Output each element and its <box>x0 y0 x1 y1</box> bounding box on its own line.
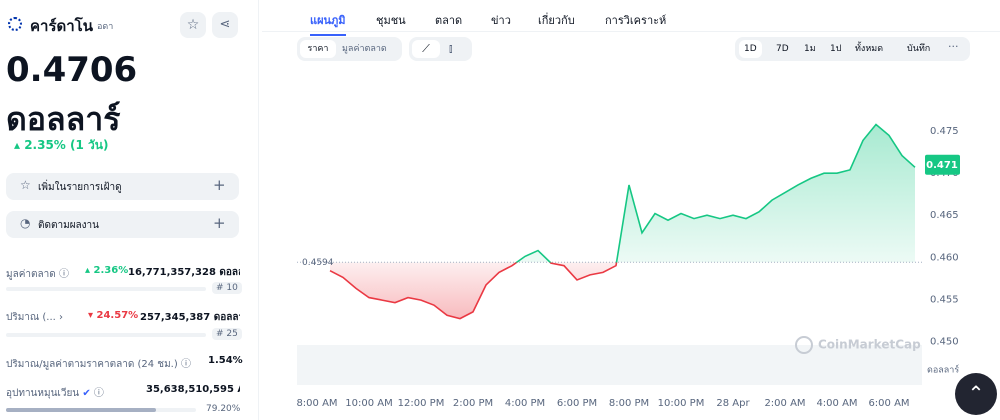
rank: # 25 <box>212 328 242 340</box>
button-label: ติดตามผลงาน <box>38 220 100 231</box>
watchlist-button[interactable]: ☆ เพิ่มในรายการเฝ้าดู + <box>6 173 239 200</box>
divider <box>258 0 259 420</box>
more-button[interactable]: ··· <box>948 40 959 53</box>
x-tick-label: 4:00 PM <box>505 398 545 409</box>
stat-label: ปริมาณ (... › <box>6 312 64 323</box>
x-tick-label: 6:00 AM <box>868 398 909 409</box>
range-toggle <box>735 37 970 61</box>
price-change: ▴ 2.35% (1 วัน) <box>14 138 109 152</box>
line-icon[interactable]: ⟋ <box>412 40 440 58</box>
stat-value: 1.54% <box>208 355 243 366</box>
watermark: CoinMarketCap <box>818 338 921 352</box>
star-button[interactable]: ☆ <box>180 12 206 38</box>
range-button[interactable]: บันทึก <box>907 44 931 54</box>
plus: + <box>213 214 226 232</box>
y-tick-label: 0.455 <box>930 294 959 305</box>
x-tick-label: 2:00 AM <box>764 398 805 409</box>
price-tag-label: 0.471 <box>926 160 958 171</box>
y-axis-label: ดอลลาร์ <box>927 364 959 376</box>
y-tick-label: 0.465 <box>930 210 959 221</box>
stat-change-text: 2.36% <box>93 265 129 276</box>
stat-label-text: ปริมาณ (... <box>6 312 56 323</box>
y-tick-label: 0.450 <box>930 336 959 347</box>
range-button[interactable]: 1D <box>739 40 762 58</box>
y-tick-label: 0.475 <box>930 126 959 137</box>
stat-value: 35,638,510,595 AD <box>146 384 240 395</box>
price: 0.4706 <box>6 50 138 90</box>
rank-bar <box>6 287 206 291</box>
tab-rule <box>262 31 1000 32</box>
mode-button[interactable]: ราคา <box>300 40 336 58</box>
tab[interactable]: ชุมชน <box>376 14 406 27</box>
x-tick-label: 4:00 AM <box>816 398 857 409</box>
chart-style-toggle: ⟋ ⫾ <box>409 37 472 61</box>
stat-label-text: มูลค่าตลาด <box>6 269 56 280</box>
icon: ☆ <box>20 178 31 192</box>
baseline-label: 0.4594 <box>302 258 334 268</box>
x-tick-label: 28 Apr <box>716 398 750 409</box>
tab[interactable]: ข่าว <box>491 14 511 27</box>
volume-band <box>297 345 922 385</box>
x-tick-label: 6:00 PM <box>557 398 597 409</box>
stat-change-text: 24.57% <box>96 310 139 321</box>
range-button[interactable]: 1ม <box>804 44 816 54</box>
tab[interactable]: ตลาด <box>435 14 463 27</box>
x-tick-label: 8:00 AM <box>296 398 337 409</box>
stat-value: 16,771,357,328 ดอลลาร์ <box>128 267 240 278</box>
coin-symbol: อดา <box>97 22 114 32</box>
price-line <box>329 123 916 320</box>
stat-label: อุปทานหมุนเวียน ✔ ⓘ <box>6 388 104 399</box>
currency: ดอลลาร์ <box>6 100 121 138</box>
x-tick-label: 2:00 PM <box>453 398 493 409</box>
tab[interactable]: แผนภูมิ <box>310 11 346 36</box>
mode-toggle: ราคา มูลค่าตลาด <box>297 37 402 61</box>
stat-label: มูลค่าตลาด ⓘ <box>6 269 69 280</box>
x-tick-label: 10:00 PM <box>658 398 705 409</box>
tab[interactable]: เกี่ยวกับ <box>538 14 575 27</box>
stat-label: ปริมาณ/มูลค่าตามราคาตลาด (24 ชม.) ⓘ <box>6 359 191 370</box>
supply-bar <box>6 408 196 412</box>
share-button[interactable]: ⋖ <box>212 12 238 38</box>
y-tick-label: 0.460 <box>930 252 959 263</box>
stat-change: ▾ 24.57% <box>88 310 139 321</box>
stat-value: 257,345,387 ดอลลาร์ <box>140 312 240 323</box>
portfolio-button[interactable]: ◔ ติดตามผลงาน + <box>6 211 239 238</box>
button-label: เพิ่มในรายการเฝ้าดู <box>38 182 122 193</box>
x-tick-label: 10:00 AM <box>345 398 392 409</box>
range-button[interactable]: ทั้งหมด <box>855 44 884 54</box>
watermark-logo <box>795 336 813 354</box>
x-tick-label: 12:00 PM <box>398 398 445 409</box>
mode-button[interactable]: มูลค่าตลาด <box>342 44 387 54</box>
price-tag <box>925 154 960 175</box>
rank-bar <box>6 333 206 337</box>
supply-progress: 79.20% <box>206 404 241 414</box>
range-button[interactable]: 7D <box>776 44 789 54</box>
price-change-text: 2.35% (1 วัน) <box>24 138 109 152</box>
candle-icon[interactable]: ⫾ <box>449 42 453 55</box>
rank: # 10 <box>212 282 242 294</box>
x-tick-label: 8:00 PM <box>609 398 649 409</box>
tab[interactable]: การวิเคราะห์ <box>605 14 667 27</box>
coin-logo <box>8 17 22 31</box>
stat-label-text: ปริมาณ/มูลค่าตามราคาตลาด (24 ชม.) <box>6 359 178 370</box>
icon: ◔ <box>20 216 31 230</box>
area <box>330 124 915 319</box>
stat-change: ▴ 2.36% <box>85 265 129 276</box>
coin-name: คาร์ดาโน <box>30 17 93 35</box>
plus: + <box>213 176 226 194</box>
scroll-top-button[interactable]: ⌃ <box>955 373 997 415</box>
range-button[interactable]: 1ป <box>830 44 842 54</box>
stat-label-text: อุปทานหมุนเวียน <box>6 388 80 399</box>
